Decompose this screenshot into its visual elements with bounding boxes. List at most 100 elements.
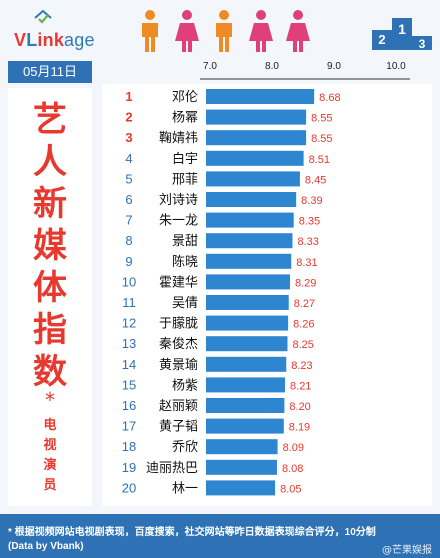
bar [206, 89, 315, 104]
value-label: 8.09 [283, 442, 304, 454]
name-label: 杨幂 [172, 111, 198, 126]
footer: * 根据视频网站电视剧表现，百度搜索，社交网站等昨日数据表现综合评分，10分制 … [0, 514, 440, 558]
vertical-title: 艺 人 新 媒 体 指 数 * 电 视 演 员 [8, 88, 92, 506]
bar [206, 439, 278, 455]
bar [206, 377, 286, 393]
value-label: 8.68 [319, 92, 340, 104]
title-char: 人 [33, 142, 67, 182]
bar [206, 109, 307, 125]
rank-label: 3 [125, 130, 132, 145]
name-label: 黄子韬 [159, 420, 198, 435]
subtitle-char: 电 [43, 418, 57, 433]
value-label: 8.31 [296, 257, 317, 269]
rank-label: 2 [125, 110, 132, 125]
bar [206, 295, 289, 310]
bar [206, 253, 292, 269]
date-badge: 05月11日 [8, 61, 92, 83]
rank-label: 16 [122, 398, 136, 413]
name-label: 吴倩 [172, 296, 198, 311]
rank-label: 12 [122, 316, 136, 331]
bar [206, 480, 276, 496]
value-label: 8.51 [309, 154, 330, 166]
value-label: 8.45 [305, 174, 326, 186]
x-tick-label: 9.0 [327, 61, 341, 72]
name-label: 邢菲 [172, 172, 198, 187]
rank-label: 10 [122, 274, 136, 289]
name-label: 赵丽颖 [159, 399, 198, 414]
name-label: 秦俊杰 [159, 337, 198, 352]
bar [206, 315, 289, 331]
people-icon [142, 10, 310, 52]
title-char: 体 [33, 268, 67, 308]
title-char: 数 [33, 352, 67, 392]
x-tick-label: 7.0 [203, 61, 217, 72]
bar [206, 171, 300, 187]
bar [206, 233, 293, 249]
house-check-icon [34, 10, 52, 24]
bar [206, 212, 294, 228]
name-label: 林一 [172, 481, 198, 496]
value-label: 8.26 [293, 319, 314, 331]
x-tick-label: 10.0 [386, 61, 406, 72]
name-label: 霍建华 [159, 275, 198, 290]
name-label: 于朦胧 [159, 317, 198, 332]
rank-label: 9 [125, 254, 132, 269]
title-char: 媒 [33, 226, 67, 266]
title-char: 新 [33, 184, 67, 224]
name-label: 黄景瑜 [159, 358, 198, 373]
rank-label: 14 [122, 357, 136, 372]
person-pink-1-icon [175, 10, 199, 52]
rank-label: 7 [125, 213, 132, 228]
value-label: 8.55 [311, 133, 332, 145]
svg-text:2: 2 [378, 32, 385, 47]
value-label: 8.27 [294, 298, 315, 310]
data-source: (Data by Vbank) [8, 541, 84, 552]
title-char: 艺 [33, 100, 67, 140]
bar [206, 459, 277, 475]
value-label: 8.55 [311, 113, 332, 125]
bar [206, 192, 297, 207]
rank-label: 19 [122, 460, 136, 475]
name-label: 乔欣 [172, 440, 198, 455]
value-label: 8.05 [280, 483, 301, 495]
bar [206, 398, 285, 413]
rank-label: 4 [125, 151, 132, 166]
name-label: 朱一龙 [159, 214, 198, 229]
svg-text:1: 1 [398, 21, 406, 37]
rank-label: 18 [122, 439, 136, 454]
bar [206, 130, 307, 146]
bar [206, 150, 304, 166]
title-char: 指 [33, 310, 67, 350]
value-label: 8.25 [293, 339, 314, 351]
logo-wordmark: VLinkage [14, 30, 95, 50]
value-label: 8.20 [289, 401, 310, 413]
rank-label: 20 [122, 480, 136, 495]
name-label: 杨紫 [172, 378, 198, 393]
value-label: 8.35 [299, 216, 320, 228]
watermark: @芒果娱报 [382, 545, 432, 556]
podium-icon: 2 1 3 [372, 18, 432, 50]
rank-label: 13 [122, 336, 136, 351]
bar [206, 356, 287, 372]
person-pink-3-icon [286, 10, 310, 52]
value-label: 8.19 [289, 422, 310, 434]
vlinkage-logo: VLinkage [8, 8, 118, 52]
subtitle-char: 视 [43, 438, 57, 453]
name-label: 迪丽热巴 [146, 461, 198, 476]
x-tick-label: 8.0 [265, 61, 279, 72]
value-label: 8.08 [282, 463, 303, 475]
footnote: * 根据视频网站电视剧表现，百度搜索，社交网站等昨日数据表现综合评分，10分制 [8, 527, 376, 538]
rank-label: 11 [122, 295, 136, 310]
value-label: 8.33 [297, 236, 318, 248]
name-label: 陈晓 [172, 254, 198, 270]
name-label: 鞠婧祎 [159, 131, 198, 146]
subtitle-char: 员 [43, 478, 57, 493]
name-label: 白宇 [172, 151, 198, 167]
subtitle-char: 演 [43, 458, 57, 473]
rank-label: 1 [125, 89, 132, 104]
name-label: 邓伦 [172, 90, 198, 105]
value-label: 8.29 [295, 277, 316, 289]
name-label: 景甜 [172, 233, 198, 249]
